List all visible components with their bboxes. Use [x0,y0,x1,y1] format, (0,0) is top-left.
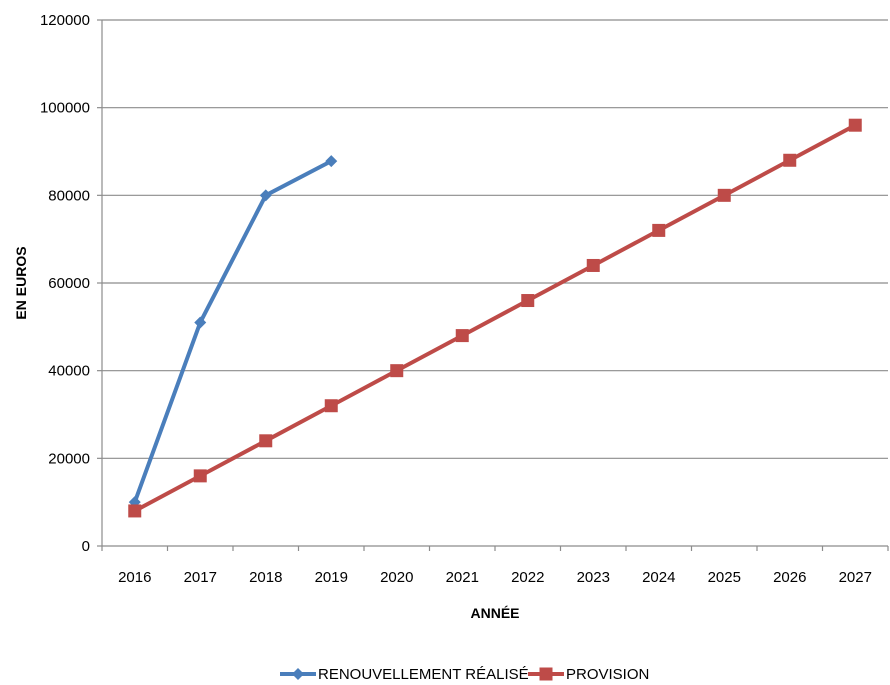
y-axis-title: EN EUROS [13,246,29,319]
data-point [259,189,272,202]
data-point [128,504,142,518]
x-tick-label: 2025 [708,569,741,586]
legend-label: PROVISION [566,666,649,683]
x-axis-title: ANNÉE [470,605,519,621]
x-tick-label: 2026 [773,569,806,586]
series-line [132,159,333,503]
series-2 [128,118,862,518]
data-point [783,153,797,167]
x-tick-labels: 2016 2017 2018 2019 2020 2021 2022 2023 2024 2025… [118,569,872,586]
data-point [455,329,469,343]
y-tick-label: 60000 [48,275,90,292]
x-tick-label: 2020 [380,569,413,586]
x-tick-label: 2022 [511,569,544,586]
x-tick-label: 2023 [577,569,610,586]
data-point [193,469,207,483]
data-point [390,364,404,378]
series [128,118,862,518]
y-tick-label: 80000 [48,187,90,204]
x-tick-label: 2018 [249,569,282,586]
legend-swatch-marker [292,668,304,680]
x-tick-label: 2021 [446,569,479,586]
data-point [325,155,338,168]
data-point [586,258,600,272]
y-tick-label: 0 [82,538,90,555]
data-point [652,223,666,237]
gridlines [102,19,888,459]
legend-item: PROVISION [528,666,649,683]
x-tick-label: 2027 [839,569,872,586]
data-point [848,118,862,132]
series-1 [128,155,338,509]
legend-label: RENOUVELLEMENT RÉALISÉ [318,666,529,683]
x-tick-label: 2016 [118,569,151,586]
legend: RENOUVELLEMENT RÉALISÉ PROVISION [280,666,649,683]
y-tick-labels: 0 20000 40000 60000 80000 100000 120000 [40,12,90,555]
data-point [259,434,273,448]
x-tick-label: 2024 [642,569,675,586]
data-point [717,188,731,202]
data-point [521,294,535,308]
data-point [324,399,338,413]
axes [97,19,889,551]
legend-swatch-marker [539,667,553,681]
data-point [194,316,207,329]
y-tick-label: 40000 [48,363,90,380]
y-tick-label: 20000 [48,450,90,467]
x-tick-label: 2019 [315,569,348,586]
legend-item: RENOUVELLEMENT RÉALISÉ [280,666,529,683]
series-line [133,123,857,513]
y-tick-label: 120000 [40,12,90,29]
x-tick-label: 2017 [184,569,217,586]
y-tick-label: 100000 [40,100,90,117]
